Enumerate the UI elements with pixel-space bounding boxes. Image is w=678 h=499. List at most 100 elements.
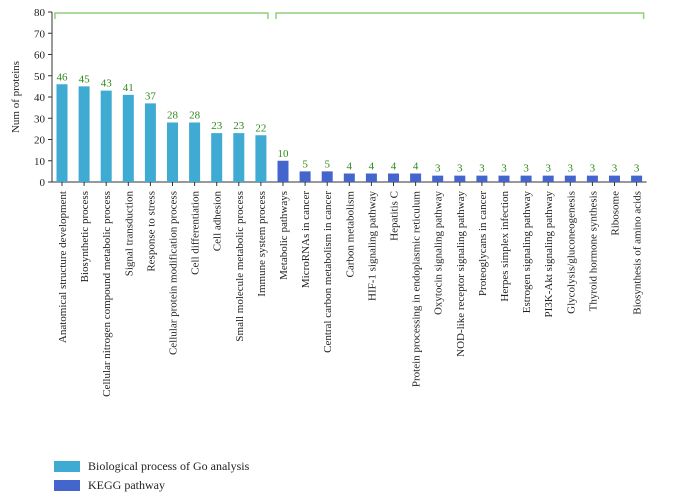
x-tick-label: Central carbon metabolism in cancer xyxy=(322,191,334,353)
y-tick-label: 50 xyxy=(34,71,46,83)
x-tick-label: Cellular nitrogen compound metabolic pro… xyxy=(101,191,113,397)
x-tick-label: Biosynthetic process xyxy=(79,191,91,282)
legend-item-kegg: KEGG pathway xyxy=(54,477,249,493)
bar-value-label: 3 xyxy=(435,163,441,175)
bar xyxy=(542,175,554,182)
x-tick-label: Ribosome xyxy=(610,191,622,236)
bar xyxy=(78,86,90,182)
x-tick-label: Signal transduction xyxy=(123,191,135,277)
x-tick-label: Metabolic pathways xyxy=(278,191,290,280)
x-tick-label: PI3K-Akt signaling pathway xyxy=(543,191,555,318)
bar-value-label: 4 xyxy=(413,161,419,173)
x-tick-label: Oxytocin signaling pathway xyxy=(433,191,445,316)
legend-label-go: Biological process of Go analysis xyxy=(88,458,250,473)
group-bracket xyxy=(54,12,269,19)
y-tick-label: 30 xyxy=(34,113,46,125)
bar-value-label: 5 xyxy=(324,158,330,170)
bar xyxy=(631,175,643,182)
bar xyxy=(211,133,223,182)
x-tick-label: Proteoglycans in cancer xyxy=(477,191,489,296)
x-tick-label: Cell differentiation xyxy=(190,191,202,275)
bar xyxy=(343,173,355,182)
legend-item-go: Biological process of Go analysis xyxy=(54,458,249,474)
x-tick-label: Hepatitis C xyxy=(389,191,401,241)
bar xyxy=(321,171,333,182)
bar-value-label: 3 xyxy=(501,163,507,175)
bar-value-label: 45 xyxy=(79,73,91,85)
y-tick-label: 0 xyxy=(40,177,46,189)
bar xyxy=(365,173,377,182)
bar xyxy=(56,84,68,182)
bar xyxy=(189,122,201,182)
y-tick-label: 70 xyxy=(34,28,46,40)
x-tick-label: Cellular protein modification process xyxy=(168,191,180,355)
bar xyxy=(299,171,311,182)
bar-value-label: 3 xyxy=(479,163,485,175)
x-tick-label: NOD-like receptor signaling pathway xyxy=(455,191,467,357)
bar xyxy=(122,94,134,182)
bar xyxy=(476,175,488,182)
bar-value-label: 3 xyxy=(634,163,640,175)
y-tick-label: 60 xyxy=(34,50,46,62)
x-tick-label: Response to stress xyxy=(145,191,157,272)
legend-label-kegg: KEGG pathway xyxy=(88,477,165,492)
bar xyxy=(233,133,245,182)
bar-value-label: 23 xyxy=(233,120,245,132)
bar xyxy=(498,175,510,182)
legend-swatch-kegg xyxy=(54,479,80,491)
x-tick-label: Protein processing in endoplasmic reticu… xyxy=(411,191,423,388)
x-tick-label: HIF-1 signaling pathway xyxy=(366,191,378,301)
x-tick-label: Small molecule metabolic process xyxy=(234,191,246,342)
x-tick-label: Estrogen signaling pathway xyxy=(521,191,533,314)
y-axis-title: Num of proteins xyxy=(10,61,22,133)
bar-value-label: 4 xyxy=(369,161,375,173)
bar xyxy=(586,175,598,182)
bar-value-label: 3 xyxy=(568,163,574,175)
bar-value-label: 4 xyxy=(347,161,353,173)
bar-value-label: 28 xyxy=(189,110,201,122)
x-tick-label: Anatomical structure development xyxy=(57,191,69,343)
bar xyxy=(100,90,112,182)
bar xyxy=(520,175,532,182)
bar xyxy=(255,135,267,182)
bar xyxy=(609,175,620,182)
y-tick-label: 10 xyxy=(34,156,46,168)
legend: Biological process of Go analysis KEGG p… xyxy=(54,458,249,496)
bar-value-label: 46 xyxy=(57,71,69,83)
bar-value-label: 23 xyxy=(211,120,223,132)
x-tick-label: Cell adhesion xyxy=(212,191,224,252)
bar-value-label: 37 xyxy=(145,90,157,102)
y-tick-label: 80 xyxy=(34,7,46,19)
x-tick-label: Glycolysis/gluconeogenesis xyxy=(565,191,577,314)
x-tick-label: Thyroid hormone synthesis xyxy=(587,191,599,311)
bar-value-label: 4 xyxy=(391,161,397,173)
bar-value-label: 3 xyxy=(457,163,463,175)
bar xyxy=(167,122,178,182)
y-tick-label: 20 xyxy=(34,135,46,147)
x-tick-label: MicroRNAs in cancer xyxy=(300,191,312,288)
bar xyxy=(564,175,576,182)
bar-value-label: 3 xyxy=(612,163,618,175)
bar xyxy=(144,103,156,182)
y-tick-label: 40 xyxy=(34,92,46,104)
bar xyxy=(388,173,399,182)
legend-swatch-go xyxy=(54,460,80,472)
bar-value-label: 3 xyxy=(590,163,596,175)
x-tick-label: Immune system process xyxy=(256,191,268,297)
bar-value-label: 5 xyxy=(302,158,308,170)
bar-value-label: 22 xyxy=(255,122,266,134)
x-tick-label: Carbon metabolism xyxy=(344,191,356,278)
bar xyxy=(410,173,422,182)
group-bracket xyxy=(275,12,645,19)
bar-value-label: 3 xyxy=(545,163,551,175)
bar xyxy=(277,160,289,182)
bar-value-label: 3 xyxy=(523,163,529,175)
x-tick-label: Herpes simplex infection xyxy=(499,191,511,302)
x-tick-label: Biosynthesis of amino acids xyxy=(632,191,644,315)
bar xyxy=(432,175,444,182)
bar-value-label: 10 xyxy=(278,148,290,160)
bar-value-label: 43 xyxy=(101,78,113,90)
bar-value-label: 41 xyxy=(123,82,134,94)
bar xyxy=(454,175,466,182)
